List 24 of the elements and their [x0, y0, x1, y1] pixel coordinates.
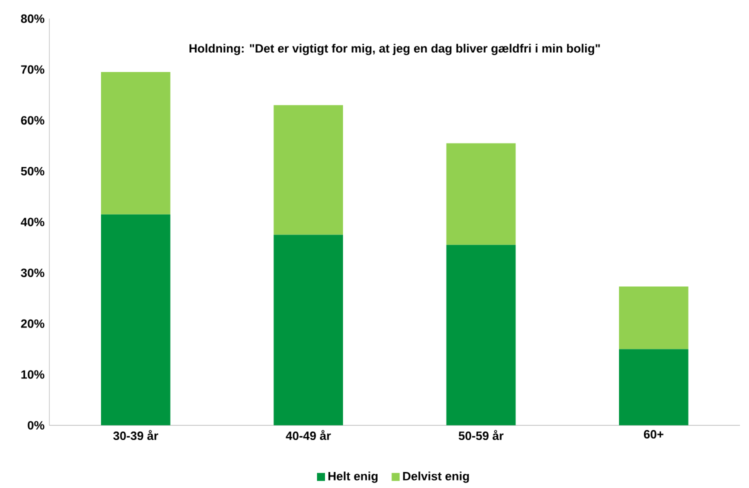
y-tick-label: 80%: [20, 14, 44, 23]
bar: [619, 349, 688, 426]
bar: [101, 214, 170, 426]
x-tick-label: 60+: [644, 430, 664, 439]
x-tick-label: 40-49 år: [286, 430, 331, 440]
y-tick-label: 0%: [28, 421, 44, 430]
x-tick-label: 30-39 år: [113, 430, 158, 440]
bar: [274, 234, 344, 426]
y-tick-label: 70%: [21, 65, 44, 74]
y-tick-label: 60%: [21, 116, 44, 125]
y-tick-label: 40%: [20, 218, 44, 226]
bar: [619, 286, 688, 350]
y-tick-label: 30%: [20, 268, 44, 278]
x-tick-label: 50-59 år: [458, 430, 504, 440]
legend-label: Delvist enig: [403, 472, 469, 483]
bar: [446, 244, 516, 426]
bar: [446, 143, 516, 245]
y-tick-label: 20%: [21, 319, 44, 328]
bar: [274, 105, 344, 235]
legend-label: Helt enig: [328, 472, 378, 483]
y-tick-label: 50%: [20, 166, 44, 176]
bar: [101, 72, 170, 214]
text: Holdning: "Det er vigtigt for mig, at jeg en dag bliver gældfri i min bolig": [190, 44, 600, 56]
y-tick-label: 10%: [21, 370, 44, 379]
